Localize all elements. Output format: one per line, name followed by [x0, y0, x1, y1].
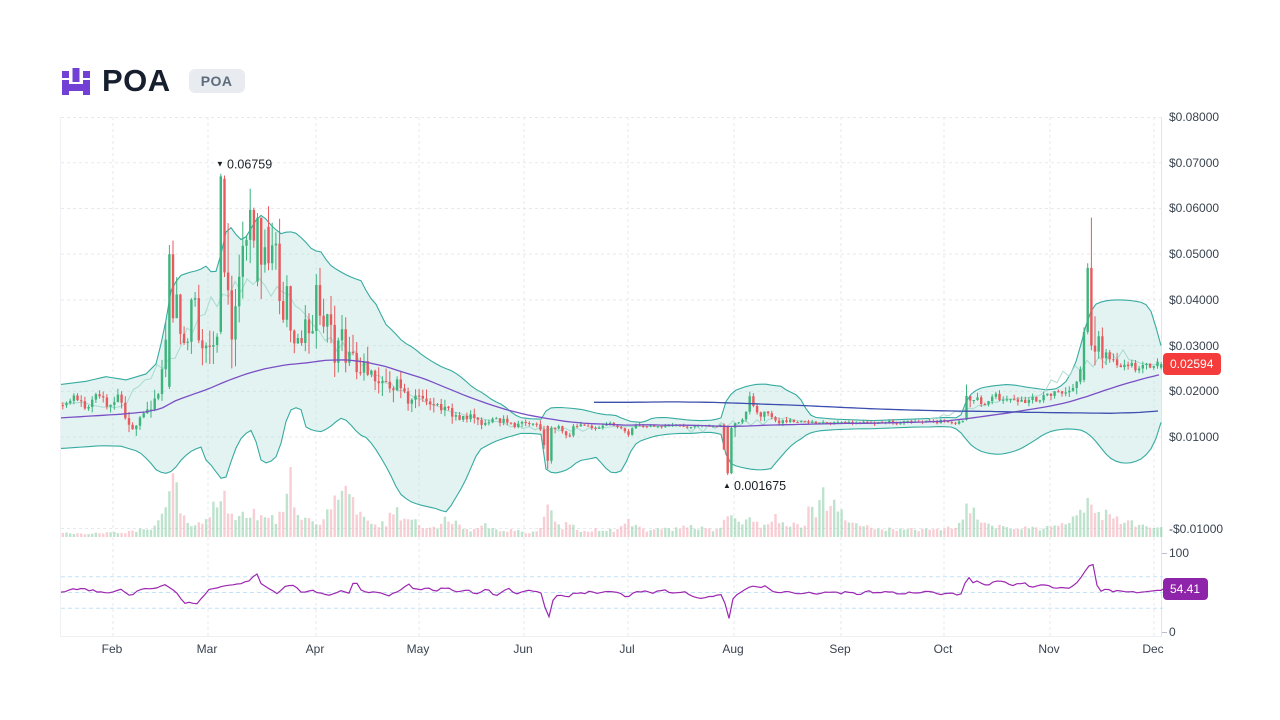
header: POA POA: [62, 64, 245, 98]
price-axis-label: $0.01000: [1169, 430, 1220, 445]
time-axis-label-aug: Aug: [722, 642, 744, 656]
bollinger-upper-line: [61, 214, 1162, 423]
rsi-line: [61, 563, 1163, 619]
high-marker-icon: ▼: [216, 160, 224, 169]
rsi-axis-label: 100: [1169, 546, 1190, 560]
chart-plot-area[interactable]: ▼ 0.06759 ▲ 0.001675: [60, 117, 1163, 637]
rsi-value-badge: 54.41: [1163, 578, 1209, 601]
volume-bars-down: [61, 467, 1152, 537]
price-axis-label: $0.06000: [1169, 201, 1220, 216]
time-axis-label-feb: Feb: [101, 642, 123, 656]
rsi-guide-lines: [61, 576, 1163, 609]
time-axis-label-nov: Nov: [1038, 642, 1060, 656]
time-axis-label-sep: Sep: [829, 642, 851, 656]
time-axis-label-dec: Dec: [1142, 642, 1164, 656]
page-title: POA: [102, 63, 171, 98]
price-axis-label: $0.02000: [1169, 384, 1220, 399]
chart-canvas[interactable]: ▼ 0.06759 ▲ 0.001675: [61, 117, 1163, 637]
price-axis-label: $0.08000: [1169, 110, 1220, 124]
time-axis-label-jun: Jun: [513, 642, 533, 656]
axis-tick: [1162, 632, 1167, 633]
ma-line-purple: [61, 359, 1160, 428]
low-marker-icon: ▲: [723, 481, 731, 490]
price-axis-label: $0.04000: [1169, 292, 1220, 307]
price-axis-label: -$0.01000: [1169, 521, 1224, 536]
sma-midline: [61, 277, 1160, 434]
time-axis-label-apr: Apr: [305, 642, 325, 656]
time-axis-label-oct: Oct: [933, 642, 953, 656]
last-price-badge: 0.02594: [1163, 353, 1222, 376]
bollinger-band-fill: [61, 215, 1161, 512]
symbol-badge: POA: [188, 69, 245, 93]
price-axis-label: $0.07000: [1169, 155, 1220, 170]
time-axis-label-may: May: [406, 642, 430, 656]
price-axis-label: $0.05000: [1169, 247, 1220, 262]
high-annotation: 0.06759: [227, 158, 272, 172]
bollinger-lower-line: [61, 407, 1162, 513]
rsi-axis-label: 0: [1169, 625, 1176, 639]
low-annotation: 0.001675: [734, 479, 786, 493]
price-axis-label: $0.03000: [1169, 338, 1220, 353]
time-axis-label-mar: Mar: [196, 642, 218, 656]
axis-tick: [1162, 553, 1167, 554]
time-axis-label-jul: Jul: [619, 642, 635, 656]
poa-logo-icon: [62, 68, 90, 95]
ma-line-blue: [594, 401, 1159, 414]
